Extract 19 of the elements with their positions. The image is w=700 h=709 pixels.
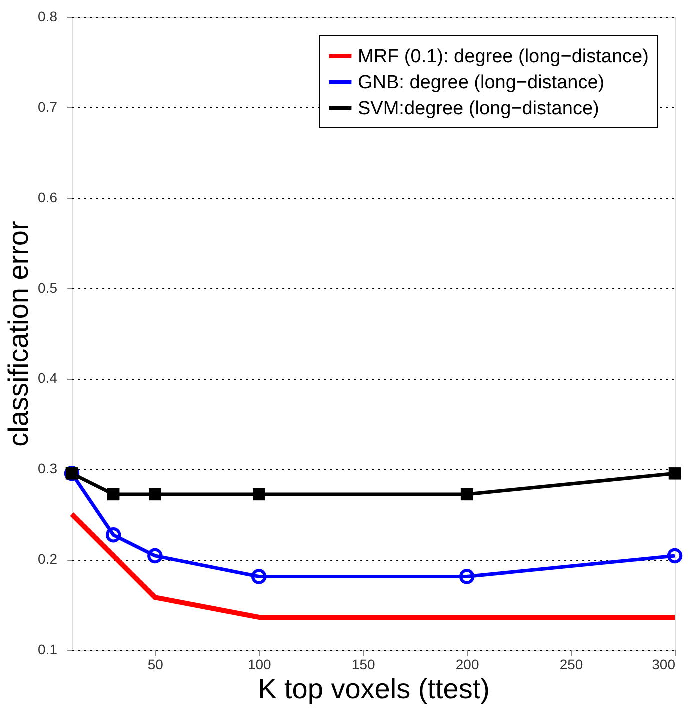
legend-label: MRF (0.1): degree (long−distance) xyxy=(358,46,649,68)
x-tick-label: 100 xyxy=(248,656,272,672)
y-tick-label: 0.2 xyxy=(38,551,58,568)
y-tick-label: 0.4 xyxy=(38,370,58,386)
x-tick-label: 150 xyxy=(352,656,376,672)
y-tick-label: 0.1 xyxy=(38,642,58,658)
y-tick-label: 0.7 xyxy=(38,98,58,115)
y-tick-label: 0.6 xyxy=(38,189,58,206)
x-tick-label: 200 xyxy=(456,656,480,672)
x-tick-label: 250 xyxy=(560,656,584,672)
y-tick-label: 0.5 xyxy=(38,280,58,296)
legend-label: GNB: degree (long−distance) xyxy=(358,72,605,94)
x-axis-title: K top voxels (ttest) xyxy=(258,674,490,704)
y-tick-label: 0.3 xyxy=(38,460,58,477)
legend-label: SVM:degree (long−distance) xyxy=(358,98,600,120)
x-tick-label: 300 xyxy=(652,656,676,672)
x-tick-label: 50 xyxy=(148,656,164,672)
y-axis-title: classification error xyxy=(3,221,34,447)
y-tick-label: 0.8 xyxy=(38,8,58,24)
